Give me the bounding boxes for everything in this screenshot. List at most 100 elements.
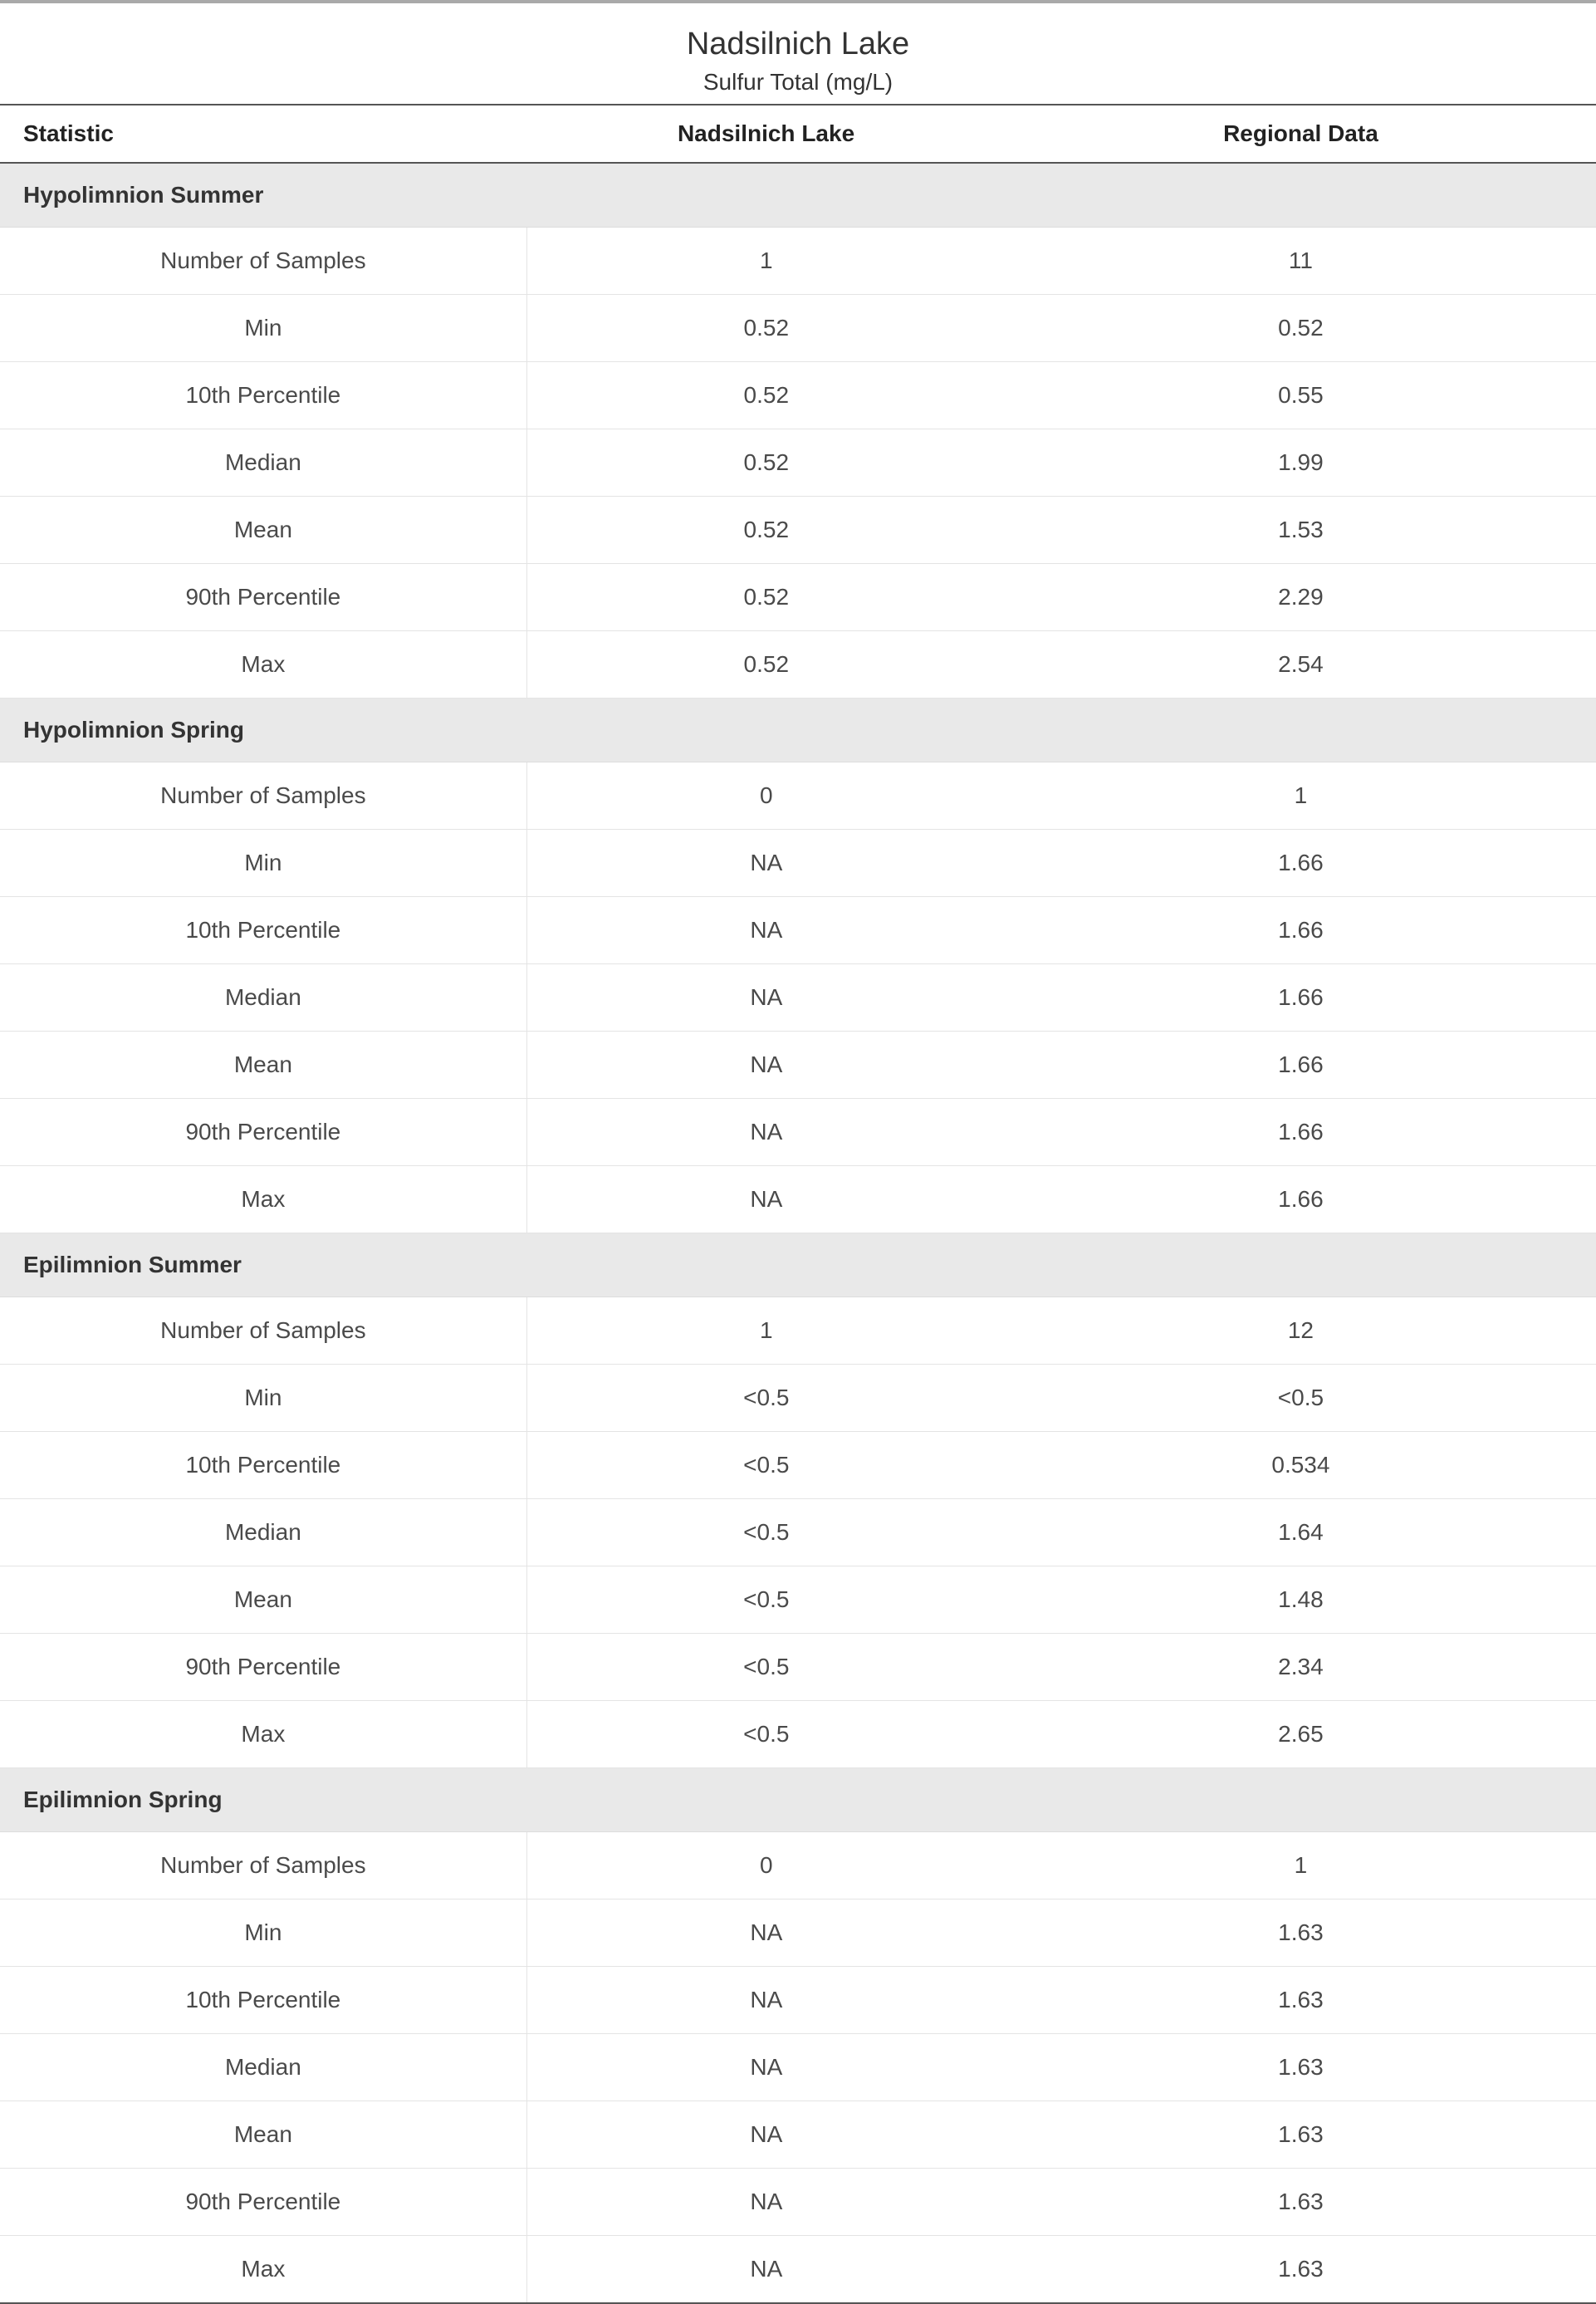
regional-value: 0.55: [1006, 362, 1596, 429]
lake-value: NA: [526, 1967, 1006, 2034]
table-row: MeanNA1.63: [0, 2101, 1596, 2169]
regional-value: 1.66: [1006, 830, 1596, 897]
regional-value: 1.48: [1006, 1566, 1596, 1634]
stat-label: Median: [0, 429, 526, 497]
regional-value: 1.66: [1006, 1166, 1596, 1233]
table-row: Mean<0.51.48: [0, 1566, 1596, 1634]
regional-value: 1.63: [1006, 2034, 1596, 2101]
regional-value: 2.65: [1006, 1701, 1596, 1768]
stat-label: 90th Percentile: [0, 564, 526, 631]
col-regional: Regional Data: [1006, 105, 1596, 163]
regional-value: 1.66: [1006, 1032, 1596, 1099]
table-row: Number of Samples01: [0, 1832, 1596, 1900]
lake-value: NA: [526, 964, 1006, 1032]
lake-value: NA: [526, 2101, 1006, 2169]
stat-label: Number of Samples: [0, 1832, 526, 1900]
regional-value: 1.63: [1006, 2236, 1596, 2304]
table-row: MinNA1.63: [0, 1900, 1596, 1967]
table-row: MedianNA1.66: [0, 964, 1596, 1032]
lake-value: <0.5: [526, 1566, 1006, 1634]
regional-value: <0.5: [1006, 1365, 1596, 1432]
lake-value: <0.5: [526, 1634, 1006, 1701]
table-row: 10th Percentile<0.50.534: [0, 1432, 1596, 1499]
regional-value: 1.66: [1006, 964, 1596, 1032]
table-row: MaxNA1.63: [0, 2236, 1596, 2304]
table-row: 90th Percentile0.522.29: [0, 564, 1596, 631]
stat-label: Median: [0, 964, 526, 1032]
regional-value: 1.63: [1006, 2169, 1596, 2236]
stat-label: 10th Percentile: [0, 1432, 526, 1499]
regional-value: 1.64: [1006, 1499, 1596, 1566]
regional-value: 11: [1006, 228, 1596, 295]
lake-value: 0.52: [526, 295, 1006, 362]
table-row: Median<0.51.64: [0, 1499, 1596, 1566]
table-row: Number of Samples01: [0, 762, 1596, 830]
table-row: 90th Percentile<0.52.34: [0, 1634, 1596, 1701]
stat-label: Max: [0, 631, 526, 699]
stat-label: 90th Percentile: [0, 2169, 526, 2236]
regional-value: 0.52: [1006, 295, 1596, 362]
table-row: 90th PercentileNA1.66: [0, 1099, 1596, 1166]
table-row: 90th PercentileNA1.63: [0, 2169, 1596, 2236]
regional-value: 1.66: [1006, 1099, 1596, 1166]
table-row: 10th PercentileNA1.66: [0, 897, 1596, 964]
page-subtitle: Sulfur Total (mg/L): [0, 69, 1596, 96]
stat-label: Min: [0, 830, 526, 897]
lake-value: 0: [526, 1832, 1006, 1900]
stat-label: Median: [0, 2034, 526, 2101]
lake-value: <0.5: [526, 1701, 1006, 1768]
stats-table: Statistic Nadsilnich Lake Regional Data …: [0, 104, 1596, 2304]
regional-value: 1.63: [1006, 2101, 1596, 2169]
section-header: Epilimnion Spring: [0, 1768, 1596, 1832]
table-row: MinNA1.66: [0, 830, 1596, 897]
page-title: Nadsilnich Lake: [0, 27, 1596, 62]
table-row: MedianNA1.63: [0, 2034, 1596, 2101]
col-lake: Nadsilnich Lake: [526, 105, 1006, 163]
lake-value: 0.52: [526, 429, 1006, 497]
stat-label: Max: [0, 2236, 526, 2304]
stat-label: 10th Percentile: [0, 1967, 526, 2034]
lake-value: 0.52: [526, 631, 1006, 699]
section-header: Hypolimnion Spring: [0, 699, 1596, 762]
lake-value: NA: [526, 1099, 1006, 1166]
table-row: MeanNA1.66: [0, 1032, 1596, 1099]
stat-label: Max: [0, 1701, 526, 1768]
section-title: Epilimnion Spring: [0, 1768, 1596, 1832]
lake-value: <0.5: [526, 1432, 1006, 1499]
col-statistic: Statistic: [0, 105, 526, 163]
stat-label: Min: [0, 1365, 526, 1432]
lake-value: 0.52: [526, 497, 1006, 564]
regional-value: 1: [1006, 1832, 1596, 1900]
table-row: Min<0.5<0.5: [0, 1365, 1596, 1432]
table-row: Max<0.52.65: [0, 1701, 1596, 1768]
stat-label: Min: [0, 1900, 526, 1967]
lake-value: NA: [526, 897, 1006, 964]
lake-value: NA: [526, 1900, 1006, 1967]
stat-label: 10th Percentile: [0, 897, 526, 964]
table-body: Hypolimnion SummerNumber of Samples111Mi…: [0, 163, 1596, 2303]
section-title: Hypolimnion Summer: [0, 163, 1596, 228]
table-row: 10th Percentile0.520.55: [0, 362, 1596, 429]
regional-value: 12: [1006, 1297, 1596, 1365]
stat-label: Min: [0, 295, 526, 362]
regional-value: 1.99: [1006, 429, 1596, 497]
section-header: Epilimnion Summer: [0, 1233, 1596, 1297]
table-row: Max0.522.54: [0, 631, 1596, 699]
lake-value: <0.5: [526, 1365, 1006, 1432]
regional-value: 1.53: [1006, 497, 1596, 564]
table-row: MaxNA1.66: [0, 1166, 1596, 1233]
stat-label: Mean: [0, 497, 526, 564]
section-title: Epilimnion Summer: [0, 1233, 1596, 1297]
table-row: Min0.520.52: [0, 295, 1596, 362]
table-row: Median0.521.99: [0, 429, 1596, 497]
lake-value: NA: [526, 2169, 1006, 2236]
lake-value: <0.5: [526, 1499, 1006, 1566]
title-block: Nadsilnich Lake Sulfur Total (mg/L): [0, 3, 1596, 104]
table-header-row: Statistic Nadsilnich Lake Regional Data: [0, 105, 1596, 163]
lake-value: NA: [526, 1032, 1006, 1099]
table-row: Number of Samples112: [0, 1297, 1596, 1365]
report-container: Nadsilnich Lake Sulfur Total (mg/L) Stat…: [0, 0, 1596, 2304]
lake-value: 1: [526, 1297, 1006, 1365]
stat-label: 90th Percentile: [0, 1634, 526, 1701]
table-row: 10th PercentileNA1.63: [0, 1967, 1596, 2034]
